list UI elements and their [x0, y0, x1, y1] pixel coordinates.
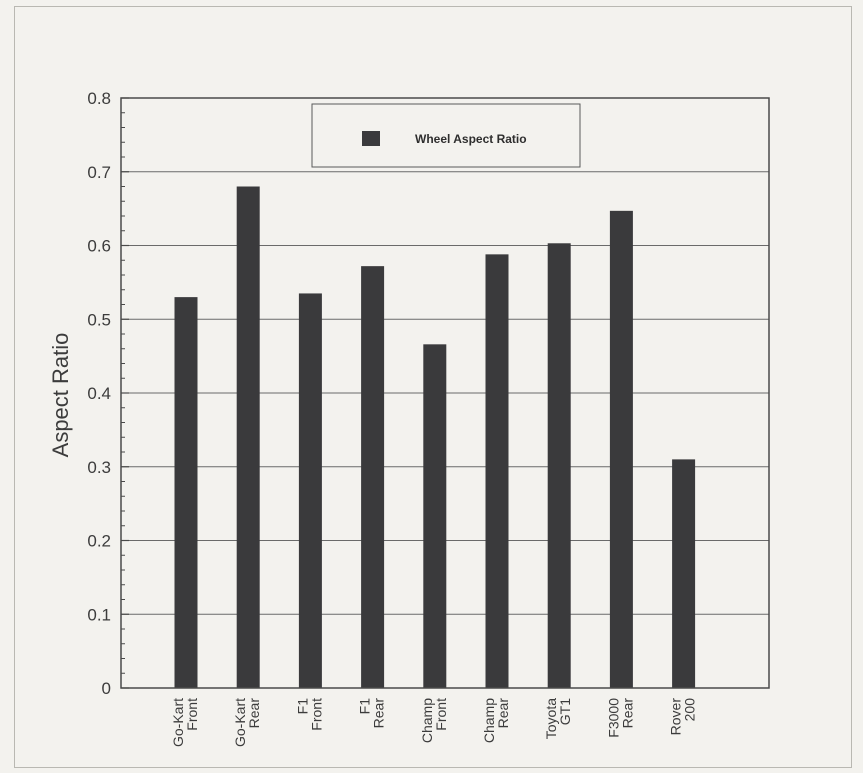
bar: [361, 266, 385, 688]
gridlines: [121, 171, 769, 615]
y-axis-title: Aspect Ratio: [48, 333, 73, 458]
x-category-label: Go-KartFront: [170, 698, 200, 747]
y-tick-label: 0.1: [87, 605, 111, 624]
x-category-label: ChampFront: [419, 698, 449, 743]
y-tick-label: 0.2: [87, 532, 111, 551]
y-tick-label: 0.4: [87, 384, 111, 403]
legend-swatch: [362, 131, 380, 146]
x-category-label: Rover200: [668, 698, 698, 736]
x-category-label: Go-KartRear: [232, 698, 262, 747]
bar: [298, 293, 322, 688]
y-tick-label: 0.7: [87, 163, 111, 182]
legend-box: [311, 103, 581, 168]
bar: [609, 210, 633, 688]
bar: [174, 297, 198, 688]
figure-frame: [14, 6, 852, 768]
legend: Wheel Aspect Ratio: [311, 103, 581, 168]
bar: [423, 344, 447, 688]
legend-label: Wheel Aspect Ratio: [415, 132, 527, 146]
bar: [485, 254, 509, 688]
x-category-label: F1Rear: [357, 698, 387, 729]
y-tick-label: 0.6: [87, 237, 111, 256]
bar: [547, 243, 571, 688]
y-tick-label: 0: [102, 679, 111, 698]
bar: [236, 186, 260, 688]
x-category-label: ToyotaGT1: [543, 698, 573, 739]
y-tick-label: 0.8: [87, 89, 111, 108]
bars: [174, 186, 696, 688]
x-category-label: F1Front: [294, 698, 324, 731]
bar: [672, 459, 696, 688]
x-category-label: F3000Rear: [605, 698, 635, 738]
y-tick-label: 0.3: [87, 458, 111, 477]
y-tick-label: 0.5: [87, 310, 111, 329]
y-axis-ticks: 0 0.1 0.2 0.3 0.4 0.5 0.6 0.7 0.8: [87, 89, 129, 698]
x-category-label: ChampRear: [481, 698, 511, 743]
x-axis-labels: Go-KartFront Go-KartRear F1Front F1Rear Cham…: [170, 698, 698, 747]
